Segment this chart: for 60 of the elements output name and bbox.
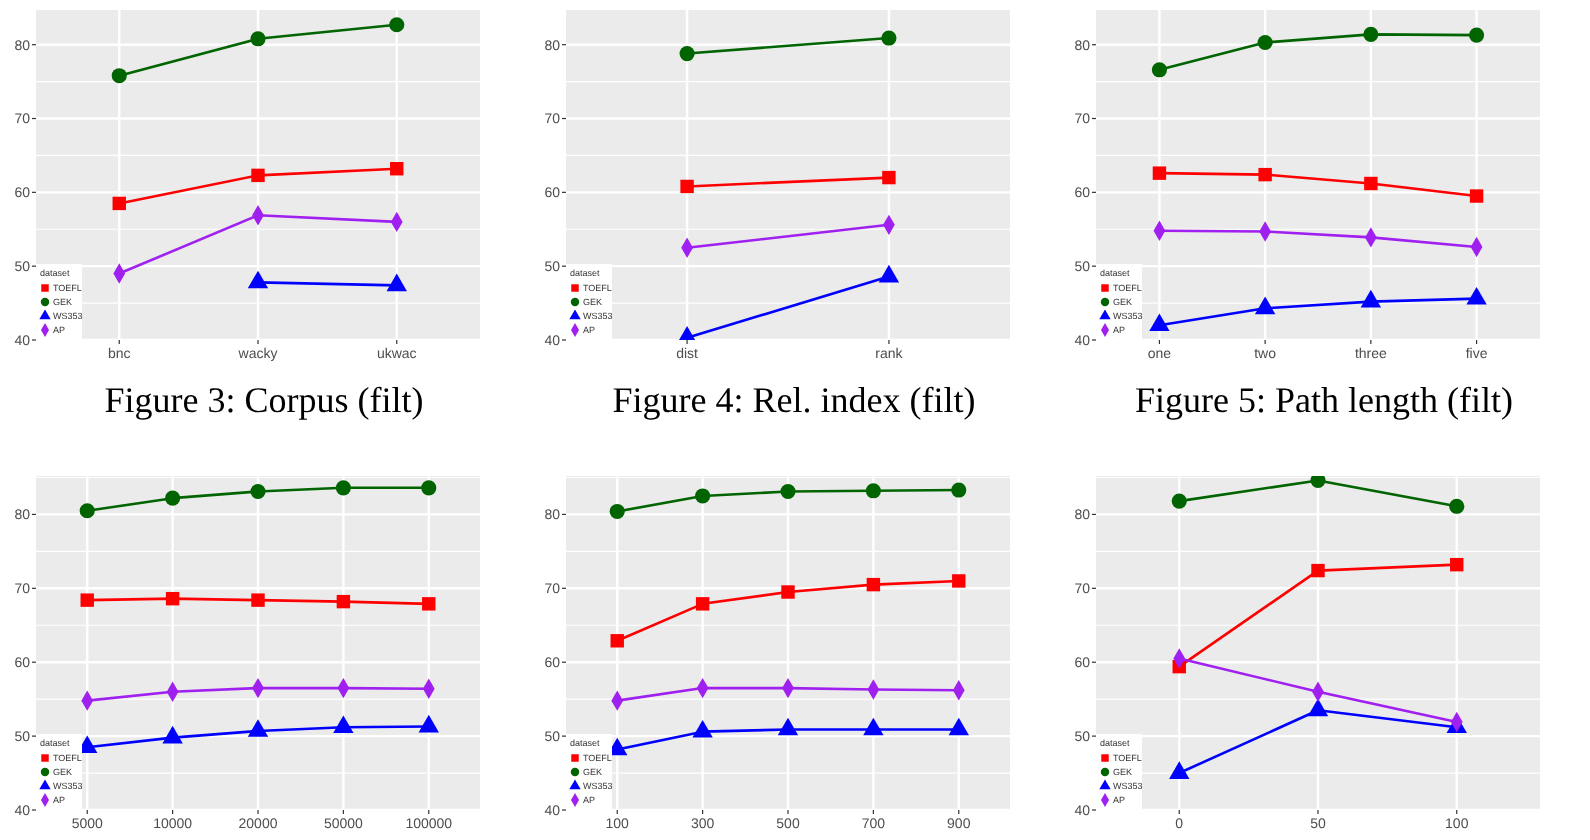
point xyxy=(866,577,881,592)
point xyxy=(418,714,439,733)
point xyxy=(882,170,896,185)
point xyxy=(333,715,354,734)
point xyxy=(111,68,127,84)
point xyxy=(421,480,437,496)
point xyxy=(610,634,624,648)
point xyxy=(165,490,181,506)
point xyxy=(1310,476,1326,488)
point xyxy=(80,593,94,607)
point xyxy=(251,168,265,183)
point xyxy=(781,585,795,599)
point xyxy=(247,719,269,737)
point xyxy=(1363,26,1379,42)
caption: Figure 3: Corpus (filt) xyxy=(104,380,424,420)
point xyxy=(695,488,711,504)
point xyxy=(777,717,799,736)
point xyxy=(692,719,713,738)
point xyxy=(1169,761,1190,779)
point xyxy=(1254,296,1276,315)
point xyxy=(1311,563,1325,578)
point xyxy=(1171,493,1187,509)
point xyxy=(422,597,436,611)
point xyxy=(952,574,966,588)
point xyxy=(865,483,881,499)
point xyxy=(1466,286,1487,305)
point xyxy=(79,503,95,519)
caption: Figure 5: Path length (filt) xyxy=(1135,380,1513,420)
point xyxy=(1360,289,1382,308)
point xyxy=(250,483,266,500)
caption: Figure 4: Rel. index (filt) xyxy=(612,380,976,420)
point xyxy=(165,591,180,606)
point xyxy=(695,597,710,611)
point xyxy=(881,30,897,46)
point xyxy=(1257,34,1273,51)
point xyxy=(679,46,695,62)
point xyxy=(948,717,969,736)
point xyxy=(609,503,625,520)
point xyxy=(951,482,967,498)
point xyxy=(1149,313,1170,332)
point xyxy=(162,725,183,744)
point xyxy=(1449,498,1465,514)
point xyxy=(112,196,126,211)
point xyxy=(390,162,404,176)
point xyxy=(680,179,694,194)
point xyxy=(1307,698,1329,717)
point xyxy=(1364,176,1378,191)
point xyxy=(1152,166,1167,180)
point xyxy=(250,31,266,47)
point xyxy=(389,17,405,33)
point xyxy=(1258,167,1272,182)
point xyxy=(863,717,884,736)
point xyxy=(780,483,796,500)
point xyxy=(251,593,265,607)
point xyxy=(1469,27,1485,43)
point xyxy=(335,480,351,496)
point xyxy=(336,594,351,609)
point xyxy=(1450,557,1464,572)
point xyxy=(1151,62,1167,78)
point xyxy=(1469,189,1484,203)
